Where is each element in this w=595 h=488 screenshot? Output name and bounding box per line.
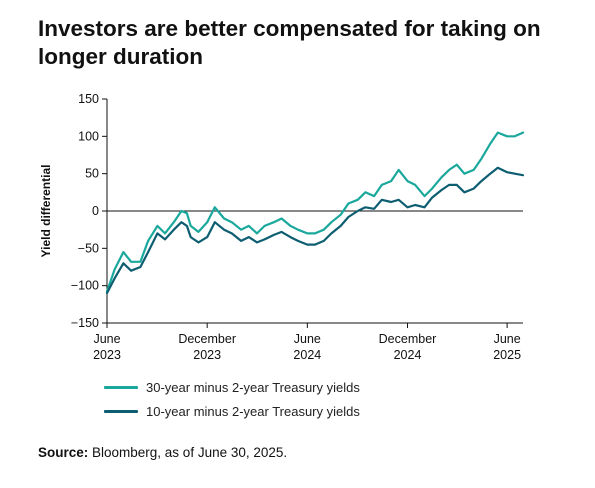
y-tick-label: −100	[71, 279, 99, 293]
source-note: Source: Bloomberg, as of June 30, 2025.	[38, 445, 287, 460]
x-tick-label: 2023	[193, 348, 221, 362]
source-text: Bloomberg, as of June 30, 2025.	[88, 445, 288, 460]
series-line-10y	[105, 166, 525, 295]
legend-swatch-10y	[104, 409, 138, 413]
series-lines	[105, 131, 525, 295]
legend-item-30y: 30-year minus 2-year Treasury yields	[104, 378, 360, 396]
x-tick-label: 2023	[93, 348, 121, 362]
y-tick-label: 50	[85, 167, 99, 181]
y-tick-label: −150	[71, 316, 99, 330]
source-prefix: Source:	[38, 445, 89, 460]
x-tick-label: June	[294, 332, 321, 346]
x-tick-label: 2025	[493, 348, 521, 362]
x-tick-label: December	[379, 332, 437, 346]
series-line-30y	[105, 131, 525, 293]
x-tick-label: June	[494, 332, 521, 346]
legend-label-10y: 10-year minus 2-year Treasury yields	[146, 403, 360, 419]
y-axis-label: Yield differential	[39, 165, 53, 258]
axes: −150 −100 −50 0 50 100 150 June 2023 December 2023…	[71, 92, 523, 362]
line-chart: Yield differential −150 −100 −50 0 50 100 150 J…	[39, 92, 525, 362]
legend-swatch-30y	[104, 385, 138, 389]
x-tick-label: December	[178, 332, 236, 346]
y-tick-label: 0	[92, 204, 99, 218]
y-tick-label: −50	[78, 241, 99, 255]
x-tick-label: June	[93, 332, 120, 346]
x-tick-label: 2024	[394, 348, 422, 362]
legend-item-10y: 10-year minus 2-year Treasury yields	[104, 402, 360, 420]
x-tick-label: 2024	[293, 348, 321, 362]
y-tick-label: 150	[78, 92, 99, 106]
y-tick-label: 100	[78, 129, 99, 143]
chart-title: Investors are better compensated for tak…	[38, 16, 541, 69]
legend-label-30y: 30-year minus 2-year Treasury yields	[146, 379, 360, 395]
